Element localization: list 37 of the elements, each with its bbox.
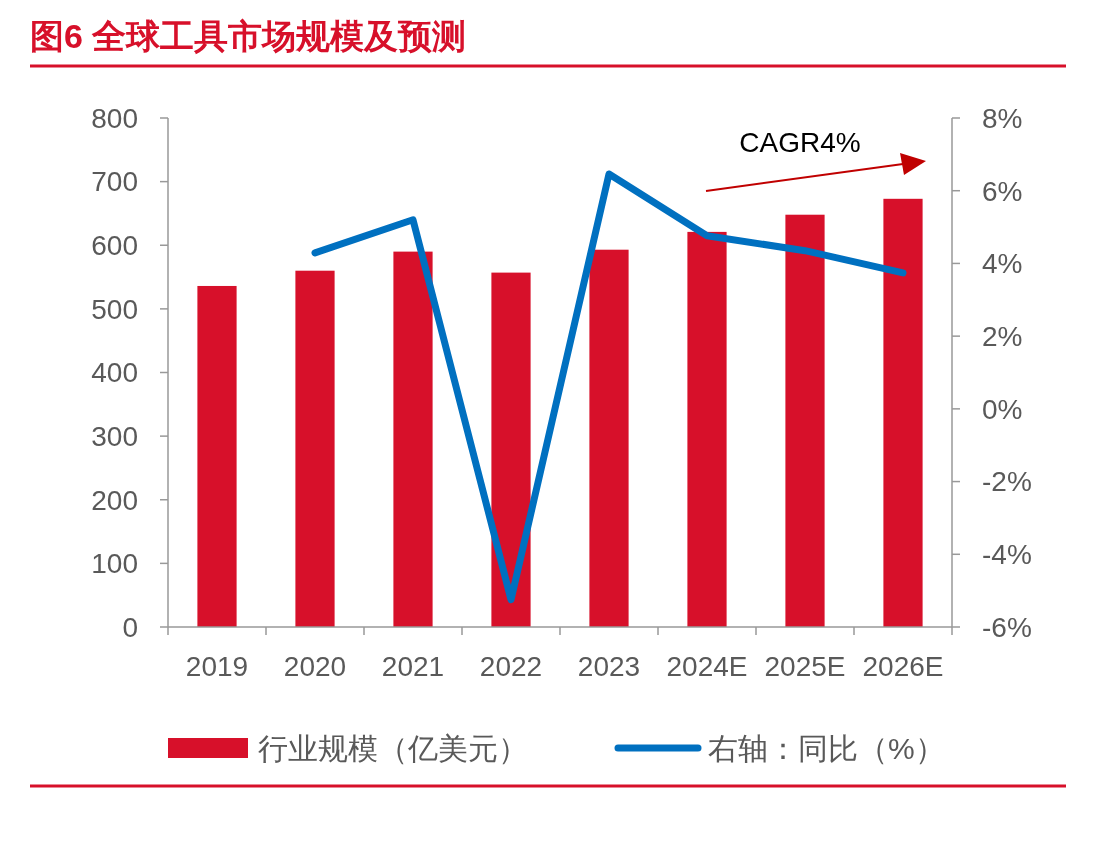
bar: [295, 270, 335, 627]
y2-tick-label: 6%: [982, 175, 1023, 207]
legend-label: 行业规模（亿美元）: [258, 731, 528, 765]
y2-tick-label: 4%: [982, 248, 1023, 280]
x-tick-label: 2021: [381, 651, 445, 682]
legend-label: 右轴：同比（%）: [708, 731, 945, 765]
y2-tick-label: 0%: [982, 393, 1023, 425]
x-tick-label: 2022: [479, 651, 543, 682]
annotation: CAGR4%: [739, 127, 861, 158]
y-tick-label: 200: [91, 484, 138, 516]
y-tick-label: 700: [91, 166, 138, 198]
chart-title: 图6 全球工具市场规模及预测: [30, 17, 467, 55]
y-tick-label: 300: [91, 420, 138, 452]
y-tick-label: 0: [122, 611, 138, 643]
x-tick-label: 2023: [577, 651, 641, 682]
y2-tick-label: 8%: [982, 102, 1023, 134]
x-tick-label: 2026E: [862, 651, 944, 682]
y-tick-label: 100: [91, 548, 138, 580]
y2-tick-label: -2%: [982, 466, 1032, 498]
x-tick-label: 2019: [185, 651, 249, 682]
bar: [197, 285, 237, 627]
bar: [785, 214, 825, 627]
bar: [393, 251, 433, 627]
bar: [687, 231, 727, 627]
y-tick-label: 600: [91, 230, 138, 262]
y-tick-label: 400: [91, 357, 138, 389]
x-tick-label: 2025E: [764, 651, 846, 682]
y2-tick-label: -4%: [982, 539, 1032, 571]
y2-tick-label: 2%: [982, 320, 1023, 352]
y-tick-label: 800: [91, 102, 138, 134]
bar: [883, 198, 923, 627]
x-tick-label: 2024E: [666, 651, 748, 682]
bar: [491, 272, 531, 627]
x-tick-label: 2020: [283, 651, 347, 682]
y2-tick-label: -6%: [982, 611, 1032, 643]
bar: [589, 249, 629, 627]
y-tick-label: 500: [91, 293, 138, 325]
